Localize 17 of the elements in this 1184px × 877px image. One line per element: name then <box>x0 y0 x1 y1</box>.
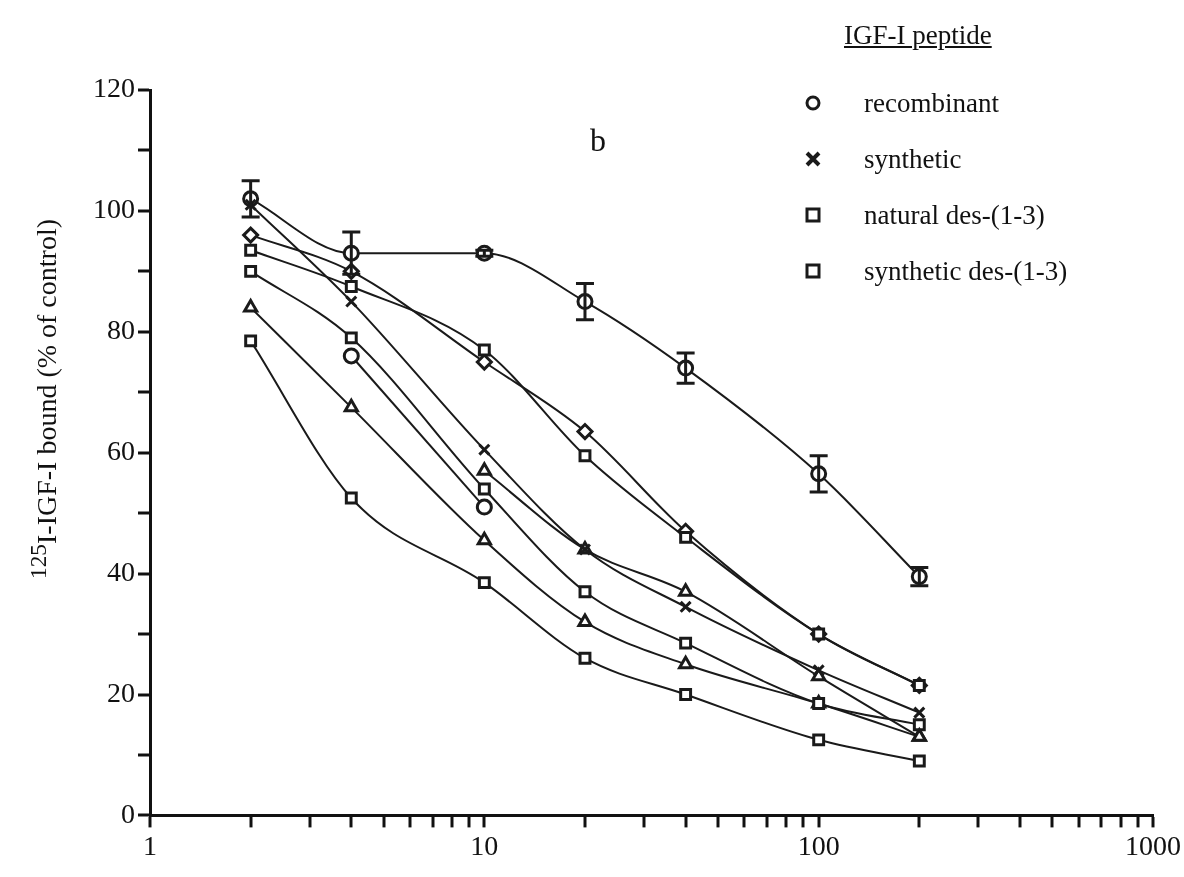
legend-label: recombinant <box>864 87 999 119</box>
annotation: b <box>590 122 606 159</box>
x-tick-label: 1 <box>143 829 157 861</box>
legend-label: synthetic des-(1-3) <box>864 255 1068 287</box>
x-tick-label: 10 <box>470 829 499 861</box>
legend-label: natural des-(1-3) <box>864 199 1045 231</box>
x-tick-label: 1000 <box>1125 829 1181 861</box>
x-tick-label: 100 <box>797 829 840 861</box>
y-tick-label: 100 <box>93 193 135 225</box>
legend-title: IGF-I peptide <box>844 20 993 51</box>
y-tick-label: 0 <box>121 797 135 829</box>
y-tick-label: 120 <box>93 72 135 104</box>
y-tick-label: 60 <box>107 435 135 467</box>
legend-label: synthetic <box>864 143 962 175</box>
y-tick-label: 80 <box>107 314 135 346</box>
y-tick-label: 20 <box>107 676 135 708</box>
y-tick-label: 40 <box>107 555 135 587</box>
